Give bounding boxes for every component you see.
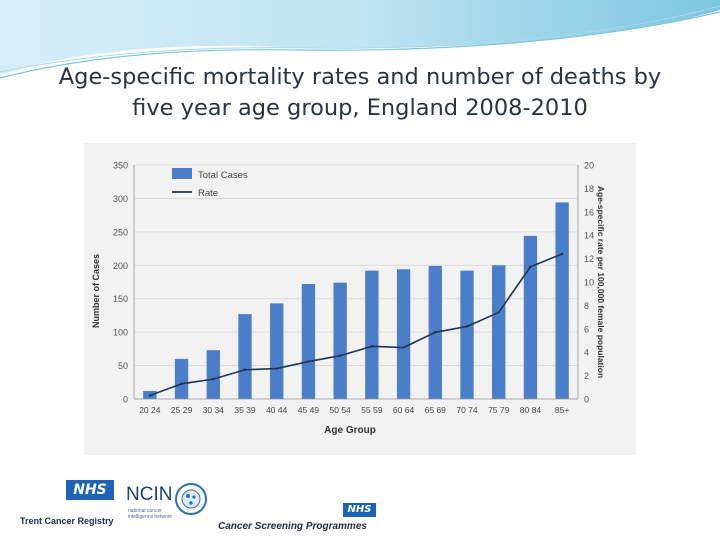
bar xyxy=(460,270,474,399)
gridlines xyxy=(134,164,578,400)
x-tick-label: 85+ xyxy=(555,405,569,415)
ncin-emblem-icon xyxy=(175,483,207,515)
rate-point xyxy=(243,368,247,371)
rate-point xyxy=(180,382,183,385)
rate-line xyxy=(149,253,563,397)
y-tick-label: 350 xyxy=(113,161,128,171)
y-tick-label: 300 xyxy=(113,194,128,204)
x-tick-label: 65 69 xyxy=(425,405,447,415)
bar xyxy=(270,303,284,399)
x-tick-label: 40 44 xyxy=(266,405,288,415)
rate-point xyxy=(560,252,564,256)
slide-title-line-1: Age-specific mortality rates and number … xyxy=(58,64,662,90)
legend-label-rate: Rate xyxy=(198,188,218,199)
header-wave-decoration xyxy=(0,0,720,79)
x-tick-label: 45 49 xyxy=(298,405,320,415)
legend-label-total-cases: Total Cases xyxy=(198,170,248,181)
rate-point xyxy=(465,325,469,328)
bar xyxy=(523,235,538,399)
rate-point xyxy=(370,345,374,348)
y-axis-label: Number of Cases xyxy=(91,254,101,328)
trent-cancer-registry-logo: Trent Cancer Registry xyxy=(20,516,114,526)
cancer-screening-programmes-logo: Cancer Screening Programmes xyxy=(218,521,367,532)
nhs-logo-left: NHS xyxy=(66,480,114,500)
rate-point xyxy=(338,354,342,357)
y2-axis-label: Age-specific rate per 100,000 female pop… xyxy=(596,186,606,378)
rate-point xyxy=(434,331,437,334)
slide-title: Age-specific mortality rates and number … xyxy=(20,62,700,124)
y2-tick-label: 20 xyxy=(584,161,594,171)
rate-point xyxy=(529,265,532,268)
y2-tick-label: 14 xyxy=(584,231,594,241)
x-tick-label: 70 74 xyxy=(456,405,478,415)
rate-point xyxy=(212,377,215,381)
bar xyxy=(365,270,379,399)
bar xyxy=(206,350,220,399)
rate-line-series xyxy=(148,252,564,397)
nhs-logo-right-text: NHS xyxy=(347,504,372,515)
rate-point xyxy=(148,394,152,397)
y2-tick-label: 10 xyxy=(584,278,594,288)
y2-tick-label: 6 xyxy=(584,324,589,334)
y2-tick-label: 0 xyxy=(584,395,589,405)
bar xyxy=(301,284,316,399)
x-tick-label: 20 24 xyxy=(139,405,161,415)
combo-chart: 0 50 100 150 200 250 300 350 0 2 4 6 8 10 12 14 16 18 20 20… xyxy=(91,161,606,437)
x-tick-label: 75 79 xyxy=(488,405,510,415)
y-tick-label: 200 xyxy=(113,261,128,271)
y2-tick-label: 8 xyxy=(584,301,589,311)
y-tick-label: 0 xyxy=(123,395,128,405)
rate-point xyxy=(497,311,500,314)
x-tick-label: 60 64 xyxy=(393,405,415,415)
axes: 0 50 100 150 200 250 300 350 0 2 4 6 8 10 12 14 16 18 20 20… xyxy=(113,161,594,416)
y-tick-label: 150 xyxy=(113,294,128,304)
rate-point xyxy=(402,346,405,349)
y-tick-label: 100 xyxy=(113,328,128,338)
y-tick-label: 50 xyxy=(118,361,128,371)
x-tick-label: 80 84 xyxy=(520,405,542,415)
rate-point xyxy=(307,360,310,363)
bar xyxy=(396,269,411,399)
bar xyxy=(238,314,252,399)
legend-swatch-total-cases xyxy=(172,168,192,179)
x-tick-label: 50 54 xyxy=(330,405,352,415)
nhs-logo-right: NHS xyxy=(343,503,376,517)
ncin-logo: NCIN xyxy=(126,484,173,505)
bar xyxy=(555,202,569,399)
chart-panel: 0 50 100 150 200 250 300 350 0 2 4 6 8 10 12 14 16 18 20 20… xyxy=(84,143,636,455)
bar xyxy=(333,282,347,399)
legend: Total Cases Rate xyxy=(172,168,248,199)
x-tick-label: 25 29 xyxy=(171,405,193,415)
bar xyxy=(174,358,189,399)
nhs-logo-left-text: NHS xyxy=(73,482,107,498)
x-tick-label: 35 39 xyxy=(234,405,256,415)
y2-tick-label: 18 xyxy=(584,184,594,194)
y2-tick-label: 2 xyxy=(584,371,589,381)
x-tick-label: 55 59 xyxy=(361,405,383,415)
x-axis-label: Age Group xyxy=(324,425,376,436)
footer-logos: NHS Trent Cancer Registry NCIN national … xyxy=(0,470,720,540)
y2-tick-label: 12 xyxy=(584,254,594,264)
y2-tick-label: 4 xyxy=(584,348,589,358)
rate-point xyxy=(275,367,278,370)
ncin-logo-subtitle: national cancer intelligence network xyxy=(128,508,172,520)
slide-title-line-2: five year age group, England 2008-2010 xyxy=(132,95,588,121)
y-tick-label: 250 xyxy=(113,227,128,237)
y2-tick-label: 16 xyxy=(584,207,594,217)
x-tick-label: 30 34 xyxy=(203,405,225,415)
bar xyxy=(492,265,506,399)
